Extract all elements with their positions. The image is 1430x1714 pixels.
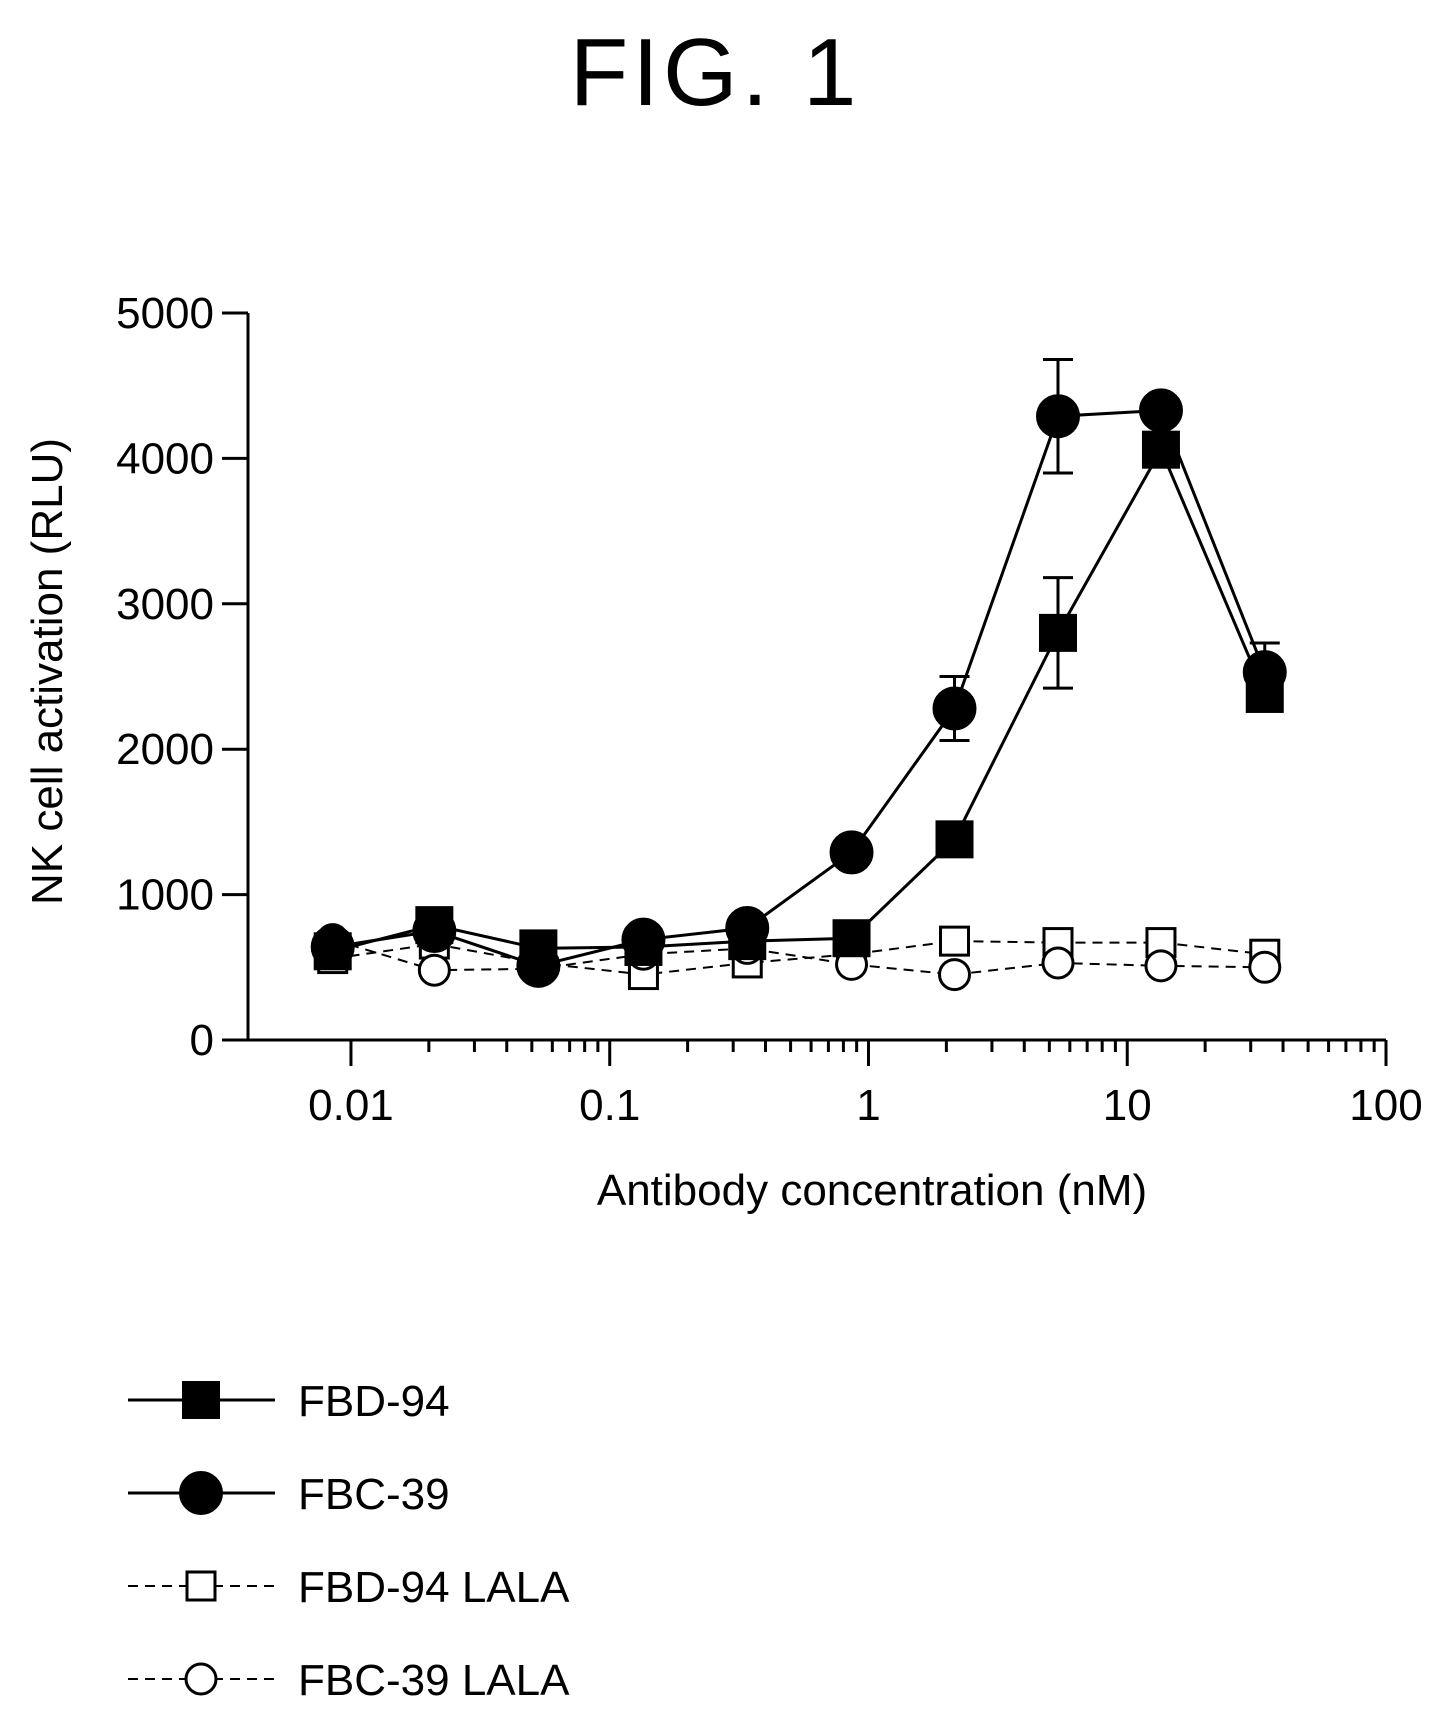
legend-item: FBC-39 LALA [128,1656,570,1705]
data-point [832,919,871,958]
legend-swatch-marker [182,1381,220,1419]
data-point [1041,946,1075,980]
legend-item: FBD-94 [128,1377,450,1426]
legend-swatch-marker [179,1471,223,1515]
series-fbd-94 [313,430,1284,971]
y-tick-label: 1000 [116,871,214,920]
series-line [332,940,1265,976]
legend-label: FBD-94 LALA [298,1563,570,1612]
data-point [1141,430,1180,469]
y-tick-label: 0 [190,1016,214,1065]
x-tick-label: 100 [1349,1081,1422,1130]
data-point [829,830,874,875]
data-point [1242,650,1287,695]
data-point [725,906,770,951]
series-fbc-39-lala [316,923,1282,992]
x-tick-label: 0.1 [579,1081,640,1130]
legend-label: FBC-39 [298,1470,450,1519]
data-point [1138,388,1183,433]
legend-item: FBC-39 [128,1470,450,1519]
y-tick-label: 2000 [116,725,214,774]
data-point [621,917,666,962]
data-point [932,686,977,731]
legend-swatch-marker [184,1662,218,1696]
data-point [516,943,561,988]
y-axis-title: NK cell activation (RLU) [23,438,72,905]
data-point [1035,394,1080,439]
x-tick-label: 1 [856,1081,880,1130]
data-point [1038,613,1077,652]
legend-label: FBC-39 LALA [298,1656,570,1705]
data-point [417,953,451,987]
legend-item: FBD-94 LALA [128,1563,570,1612]
data-point [310,924,355,969]
y-tick-label: 5000 [116,289,214,338]
series-fbd-94-lala [317,925,1281,991]
series-line [332,408,1267,968]
data-point [1248,950,1282,984]
data-point [1144,949,1178,983]
legend-label: FBD-94 [298,1377,450,1426]
legend-swatch-marker [185,1570,217,1602]
x-tick-label: 0.01 [308,1081,394,1130]
x-tick-label: 10 [1103,1081,1152,1130]
figure-title: FIG. 1 [569,19,861,126]
y-tick-label: 4000 [116,434,214,483]
data-point [939,925,971,957]
data-point [938,958,972,992]
y-tick-label: 3000 [116,580,214,629]
series-layer [310,358,1287,992]
legend: FBD-94 FBC-39 FBD-94 LALA FBC-39 LALA [128,1377,570,1705]
x-axis-title: Antibody concentration (nM) [597,1166,1147,1215]
axes: 0 1000 2000 3000 4000 5000 0.01 0.1 1 10 100 [116,289,1423,1130]
data-point [412,908,457,953]
series-line [332,938,1265,976]
series-line [332,446,1267,953]
series-fbc-39 [310,358,1287,988]
data-point [935,820,974,859]
